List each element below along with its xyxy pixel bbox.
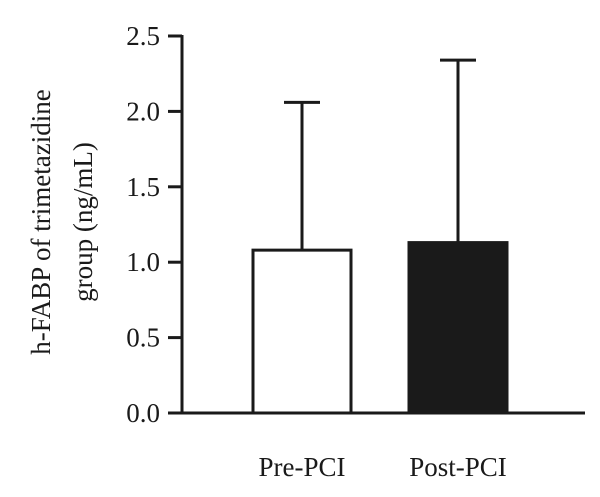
plot-area: 0.0 0.5 1.0 1.5 2.0 2.5 Pre-PCI Post-PCI [126,21,585,482]
y-axis-title-line-1: h-FABP of trimetazidine [26,89,56,354]
x-category-label: Pre-PCI [259,452,346,482]
y-axis-title: h-FABP of trimetazidine group (ng/mL) [26,89,98,354]
y-tick-label: 2.5 [126,21,160,51]
y-tick-label: 1.5 [126,172,160,202]
bar-pre-pci [251,248,353,415]
x-category-label: Post-PCI [409,452,507,482]
y-tick-label: 1.0 [126,247,160,277]
y-axis-title-line-2: group (ng/mL) [68,142,98,302]
y-tick-label: 2.0 [126,96,160,126]
y-tick-label: 0.0 [126,398,160,428]
y-tick-label: 0.5 [126,323,160,353]
bar-post-pci [407,241,509,415]
